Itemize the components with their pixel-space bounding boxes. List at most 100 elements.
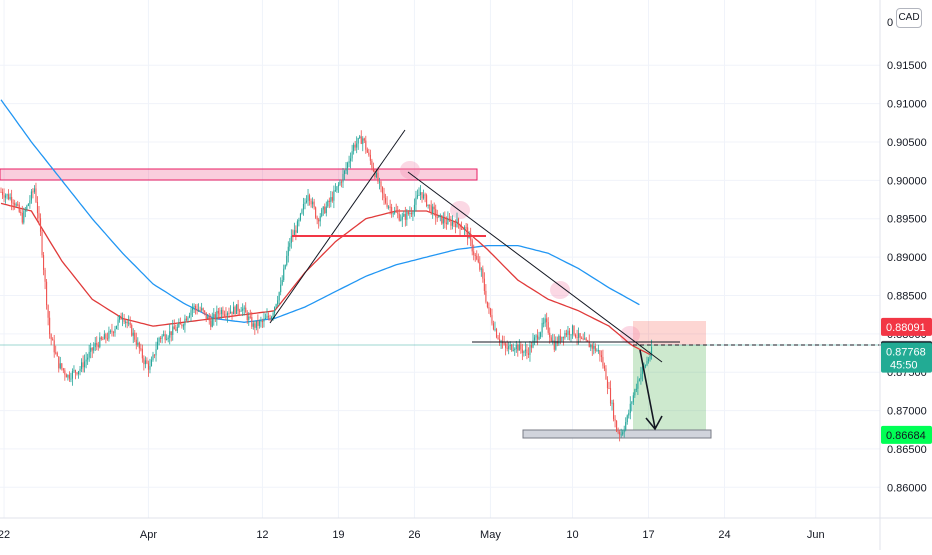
candle (424, 192, 426, 203)
candle (591, 343, 593, 356)
candle (529, 340, 531, 362)
candle (343, 169, 346, 181)
drawings-front (269, 129, 932, 431)
price-axis[interactable]: 0.860000.865000.870000.875000.880000.885… (879, 0, 927, 550)
candle (489, 307, 491, 318)
y-tick-label: 0.90000 (887, 175, 927, 187)
candle (532, 333, 534, 349)
candle (567, 325, 569, 340)
candle (289, 238, 291, 252)
candle (50, 333, 52, 346)
candle (296, 219, 298, 234)
candle (552, 333, 554, 345)
x-tick-label: May (480, 529, 501, 541)
candle (628, 409, 630, 419)
candle (318, 217, 320, 229)
candle (438, 215, 440, 218)
candle (310, 198, 312, 208)
candle (328, 197, 330, 209)
candle (495, 327, 498, 339)
arrow-head (645, 415, 663, 431)
candle (43, 252, 45, 276)
candle (245, 302, 247, 313)
y-tick-label: 0.89000 (887, 252, 927, 264)
grid-lines (0, 0, 880, 518)
candle (634, 388, 636, 398)
candle (239, 308, 241, 315)
price-badge-value: 0.87768 (886, 347, 926, 359)
candle (356, 136, 358, 154)
candle (73, 365, 75, 374)
candle (70, 372, 72, 383)
candle (512, 343, 514, 352)
candle (381, 186, 384, 201)
candle (237, 299, 239, 316)
candle (277, 295, 279, 307)
candle (125, 320, 127, 328)
candle (49, 311, 51, 339)
candle (517, 343, 519, 357)
candle (617, 427, 619, 435)
candle (81, 358, 83, 373)
candle (201, 302, 203, 312)
candle (593, 342, 595, 355)
candle (307, 188, 309, 206)
candle (461, 221, 463, 230)
candle (485, 284, 487, 304)
candle (147, 360, 149, 377)
pattern-highlight (550, 281, 570, 299)
candle (144, 356, 146, 369)
x-tick-label: 10 (566, 529, 578, 541)
candle (480, 267, 482, 277)
candle (178, 318, 180, 328)
candle (24, 207, 26, 218)
y-tick-label: 0.88500 (887, 290, 927, 302)
candle (169, 323, 171, 345)
candle (537, 329, 539, 346)
candle (21, 205, 23, 225)
candle (467, 223, 469, 246)
candle (514, 347, 516, 356)
candle (465, 222, 467, 235)
candle (439, 213, 441, 222)
candle (161, 334, 163, 344)
candle (150, 356, 153, 367)
candle (403, 210, 405, 218)
candle (426, 193, 428, 208)
candle (90, 342, 92, 359)
x-tick-label: 17 (642, 529, 654, 541)
candle (108, 326, 110, 342)
candle (248, 312, 250, 326)
candle (103, 330, 105, 340)
candle (79, 366, 81, 376)
x-tick-label: Jun (807, 529, 825, 541)
time-axis[interactable]: 22 Apr 12 19 26 May 10 17 24 Jun (0, 517, 932, 541)
candle (123, 313, 125, 324)
currency-badge[interactable]: CAD (896, 8, 922, 28)
candle (278, 291, 280, 306)
candle (198, 303, 200, 312)
candle (149, 358, 151, 374)
candle (561, 336, 563, 343)
y-tick-label: 0.91500 (887, 60, 927, 72)
candle (479, 256, 481, 272)
candle (158, 336, 160, 346)
candle (324, 203, 326, 214)
candle (511, 343, 513, 352)
candle (400, 214, 402, 222)
candle (284, 264, 286, 270)
candle (207, 313, 209, 319)
candle (82, 355, 84, 373)
candle (17, 200, 19, 207)
candle (146, 357, 148, 365)
candle (261, 318, 263, 328)
price-badge-value: 0.86684 (886, 430, 926, 442)
candle (550, 335, 552, 342)
candle (119, 314, 121, 323)
candle (451, 215, 453, 230)
candle (423, 189, 425, 200)
candle (211, 312, 213, 328)
candle (199, 306, 201, 312)
candle (213, 308, 215, 326)
